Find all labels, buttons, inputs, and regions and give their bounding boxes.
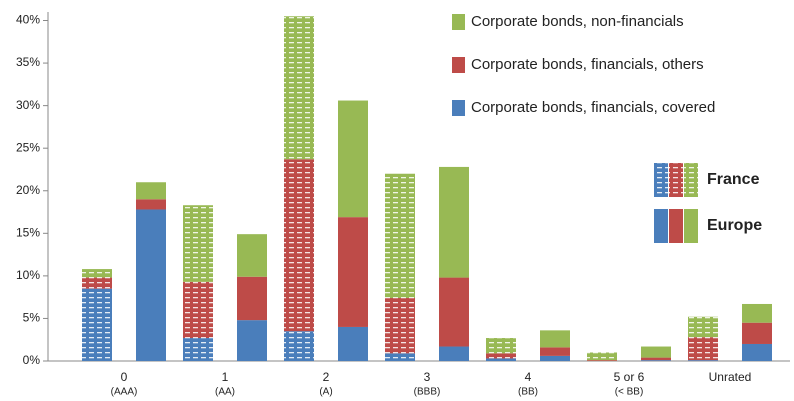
y-tick-label: 25%: [16, 140, 40, 154]
legend-label: Corporate bonds, non-financials: [471, 13, 684, 30]
bar-segment: [641, 357, 671, 361]
x-tick-label: 2: [323, 370, 330, 384]
bar-segment: [82, 277, 112, 289]
legend-label: Corporate bonds, financials, covered: [471, 99, 715, 116]
x-tick-label: (AAA): [111, 387, 138, 398]
bar-segment: [385, 298, 415, 354]
bar-segment: [439, 166, 469, 278]
x-tick-label: Unrated: [709, 370, 752, 384]
y-tick-label: 20%: [16, 183, 40, 197]
bar-segment: [338, 217, 368, 327]
group-swatch: [684, 163, 698, 197]
bar-segment: [742, 343, 772, 361]
bar-segment: [540, 330, 570, 348]
y-tick-label: 10%: [16, 268, 40, 282]
bar-segment: [439, 346, 469, 361]
y-tick-label: 40%: [16, 13, 40, 27]
bar-segment: [641, 346, 671, 358]
bar-segment: [237, 276, 267, 321]
bar-segment: [284, 331, 314, 361]
bar-segment: [742, 303, 772, 323]
bar-segment: [82, 288, 112, 361]
bar-segment: [284, 159, 314, 332]
x-tick-label: (A): [319, 387, 332, 398]
bar-segment: [284, 16, 314, 160]
bar-segment: [742, 322, 772, 344]
group-swatch: [684, 209, 698, 243]
group-swatch: [654, 163, 668, 197]
x-tick-label: (AA): [215, 387, 235, 398]
x-tick-label: 4: [525, 370, 532, 384]
y-tick-label: 0%: [23, 353, 41, 367]
group-swatch: [654, 209, 668, 243]
bar-segment: [587, 352, 617, 361]
y-tick-label: 35%: [16, 55, 40, 69]
bar-segment: [136, 199, 166, 210]
y-tick-label: 30%: [16, 98, 40, 112]
legend-swatch: [452, 57, 465, 73]
group-label: Europe: [707, 217, 762, 234]
bar-segment: [587, 360, 617, 361]
group-label: France: [707, 171, 760, 188]
legend-swatch: [452, 14, 465, 30]
bar-segment: [136, 182, 166, 200]
bar-segment: [183, 281, 213, 339]
x-tick-label: (BBB): [414, 387, 441, 398]
bar-segment: [183, 205, 213, 282]
bar-segment: [688, 316, 718, 338]
bar-segment: [385, 353, 415, 361]
legend-label: Corporate bonds, financials, others: [471, 56, 704, 73]
bar-segment: [540, 355, 570, 361]
bar-segment: [237, 234, 267, 277]
group-swatch: [669, 209, 683, 243]
bar-segment: [486, 338, 516, 354]
bar-segment: [385, 173, 415, 299]
x-tick-label: (BB): [518, 387, 538, 398]
bar-segment: [183, 338, 213, 361]
x-tick-label: 0: [121, 370, 128, 384]
x-tick-label: 3: [424, 370, 431, 384]
bar-segment: [688, 360, 718, 361]
bar-segment: [338, 326, 368, 361]
x-tick-label: (< BB): [615, 387, 644, 398]
bar-segment: [82, 269, 112, 278]
bar-segment: [439, 277, 469, 347]
y-tick-label: 5%: [23, 311, 41, 325]
bar-segment: [237, 320, 267, 361]
bar-segment: [136, 209, 166, 361]
x-tick-label: 1: [222, 370, 229, 384]
bar-segment: [540, 347, 570, 356]
bar-segment: [486, 353, 516, 359]
bar-segment: [486, 358, 516, 361]
legend-swatch: [452, 100, 465, 116]
bar-segment: [641, 360, 671, 361]
x-tick-label: 5 or 6: [614, 370, 645, 384]
y-tick-label: 15%: [16, 225, 40, 239]
bar-segment: [338, 100, 368, 218]
group-swatch: [669, 163, 683, 197]
bar-segment: [688, 337, 718, 361]
